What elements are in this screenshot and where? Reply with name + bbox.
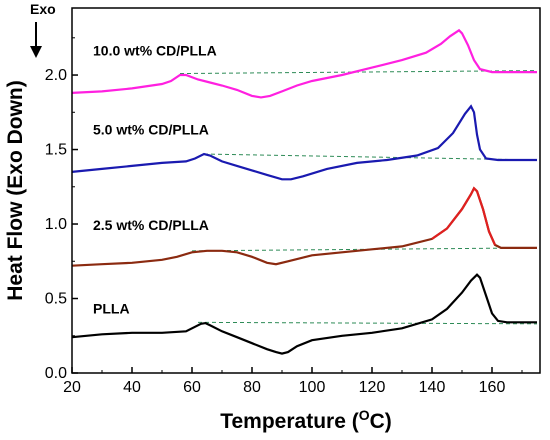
y-tick-label: 0.5 — [45, 291, 67, 308]
series-label-plla: PLLA — [93, 300, 130, 316]
x-tick-label: 80 — [243, 379, 261, 396]
x-axis-title: Temperature (OC) — [220, 407, 392, 433]
baseline-plla — [197, 321, 538, 325]
baseline-2-5-wt-cd-plla — [191, 247, 538, 252]
x-tick-label: 100 — [299, 379, 326, 396]
axes: 20 40 60 80 100 120 140 160 0.0 0.5 1.0 1.5 2.0 Tempe… — [4, 1, 541, 433]
series-label-5-0-wt-cd-plla: 5.0 wt% CD/PLLA — [93, 122, 209, 138]
x-tick-label: 20 — [63, 379, 81, 396]
x-tick-label: 160 — [479, 379, 506, 396]
series-peak-2-5-wt-cd-plla — [431, 186, 497, 246]
x-tick-label: 140 — [419, 379, 446, 396]
y-tick-label: 1.0 — [45, 216, 67, 233]
axes-frame — [71, 7, 541, 374]
x-tick-label: 40 — [123, 379, 141, 396]
series-line-plla — [71, 273, 537, 355]
series-label-10-0-wt-cd-plla: 10.0 wt% CD/PLLA — [93, 43, 217, 59]
series-line-5-0-wt-cd-plla — [71, 104, 537, 181]
y-tick-label: 2.0 — [45, 67, 67, 84]
annotations: 10.0 wt% CD/PLLA 5.0 wt% CD/PLLA 2.5 wt% C… — [93, 43, 217, 317]
x-tick-label: 60 — [183, 379, 201, 396]
y-tick-label: 1.5 — [45, 142, 67, 159]
y-axis-title: Heat Flow (Exo Down) — [4, 80, 27, 301]
x-tick-label: 120 — [359, 379, 386, 396]
plot-area — [71, 28, 538, 355]
y-tick-label: 0.0 — [45, 365, 67, 382]
series-line-10-0-wt-cd-plla — [71, 28, 537, 99]
exo-arrow-head — [30, 46, 42, 58]
exo-label: Exo — [30, 1, 56, 17]
series-label-2-5-wt-cd-plla: 2.5 wt% CD/PLLA — [93, 217, 209, 233]
